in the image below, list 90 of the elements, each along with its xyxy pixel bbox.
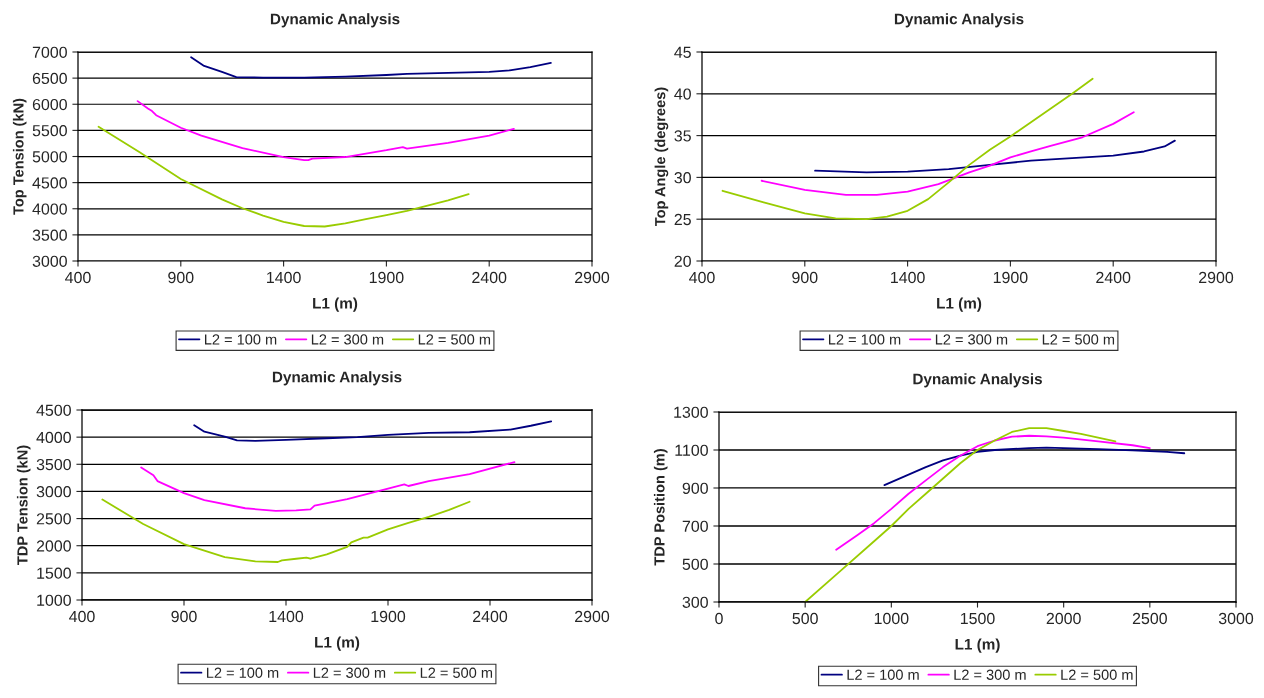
- x-tick-label: 2900: [1199, 271, 1234, 284]
- y-tick-label: 3000: [32, 255, 67, 267]
- y-tick-label: 4500: [32, 177, 67, 189]
- x-axis-title: L1 (m): [313, 297, 358, 312]
- legend-label: L2 = 500 m: [1061, 669, 1133, 680]
- x-tick-label: 2900: [575, 610, 610, 623]
- legend-label: L2 = 300 m: [935, 334, 1008, 345]
- chart-title: Dynamic Analysis: [913, 373, 1042, 388]
- y-tick-label: 1100: [675, 444, 708, 456]
- legend-label: L2 = 300 m: [311, 334, 384, 345]
- x-tick-label: 2500: [1132, 612, 1167, 625]
- line-series: [814, 139, 1176, 174]
- y-tick-label: 300: [682, 596, 708, 608]
- y-tick-label: 900: [682, 482, 708, 494]
- line-series: [760, 111, 1135, 196]
- y-tick-label: 45: [674, 46, 691, 58]
- chart-title: Dynamic Analysis: [894, 13, 1024, 28]
- chart-title: Dynamic Analysis: [270, 13, 400, 28]
- legend-label: L2 = 500 m: [420, 667, 493, 678]
- x-tick-label: 1500: [960, 612, 995, 625]
- x-tick-label: 900: [792, 271, 818, 284]
- x-tick-label: 2400: [1096, 271, 1131, 284]
- x-tick-label: 400: [65, 271, 91, 284]
- y-axis-title: TDP Position (m): [653, 449, 668, 566]
- legend-label: L2 = 100 m: [207, 667, 279, 678]
- x-tick-label: 1400: [269, 610, 304, 623]
- x-tick-label: 900: [171, 610, 197, 623]
- legend-label: L2 = 500 m: [418, 334, 491, 345]
- x-tick-label: 500: [792, 612, 818, 625]
- y-tick-label: 7000: [32, 46, 67, 58]
- y-tick-label: 5000: [32, 151, 67, 163]
- x-axis-title: L1 (m): [955, 638, 1000, 653]
- legend-label: L2 = 100 m: [205, 334, 277, 345]
- x-tick-label: 1400: [267, 271, 301, 284]
- line-series: [190, 56, 552, 79]
- line-series: [97, 125, 470, 228]
- x-tick-label: 1400: [891, 271, 925, 284]
- legend-label: L2 = 300 m: [954, 669, 1026, 680]
- x-tick-label: 1000: [874, 612, 909, 625]
- y-axis-title: Top Angle (degrees): [654, 87, 669, 227]
- line-series: [193, 420, 553, 442]
- y-tick-label: 1300: [674, 406, 708, 418]
- y-axis-title: Top Tension (kN): [12, 98, 27, 215]
- x-tick-label: 2000: [1046, 612, 1081, 625]
- x-tick-label: 3000: [1218, 612, 1254, 625]
- x-tick-label: 2400: [473, 610, 508, 623]
- y-tick-label: 40: [674, 88, 691, 100]
- x-tick-label: 2400: [472, 271, 507, 284]
- legend-label: L2 = 100 m: [829, 334, 901, 345]
- y-tick-label: 3500: [32, 229, 67, 241]
- x-tick-label: 900: [168, 271, 194, 284]
- x-tick-label: 1900: [993, 271, 1028, 284]
- x-tick-label: 2900: [575, 271, 610, 284]
- x-tick-label: 1900: [369, 271, 404, 284]
- y-tick-label: 3000: [36, 486, 71, 498]
- x-tick-label: 400: [69, 610, 95, 623]
- y-tick-label: 4500: [36, 404, 71, 416]
- line-series: [804, 427, 1117, 602]
- y-tick-label: 5500: [32, 125, 67, 137]
- y-tick-label: 6500: [32, 72, 67, 85]
- y-tick-label: 30: [674, 172, 691, 184]
- line-series: [721, 77, 1094, 221]
- y-tick-label: 4000: [36, 431, 71, 444]
- legend-label: L2 = 300 m: [313, 667, 386, 678]
- legend-label: L2 = 100 m: [847, 669, 919, 680]
- y-tick-label: 2000: [36, 540, 71, 552]
- x-tick-label: 0: [715, 612, 723, 625]
- y-axis-title: TDP Tension (kN): [16, 445, 31, 565]
- y-tick-label: 1000: [37, 594, 71, 606]
- y-tick-label: 20: [674, 255, 691, 267]
- line-series: [101, 498, 471, 563]
- x-tick-label: 1900: [371, 610, 406, 623]
- y-tick-label: 4000: [32, 203, 67, 215]
- chart-title: Dynamic Analysis: [272, 371, 402, 386]
- y-tick-label: 700: [682, 520, 708, 532]
- y-tick-label: 25: [674, 213, 691, 226]
- y-tick-label: 6000: [32, 98, 67, 111]
- x-tick-label: 400: [689, 271, 715, 284]
- y-tick-label: 2500: [36, 513, 71, 525]
- y-tick-label: 35: [674, 130, 691, 142]
- x-axis-title: L1 (m): [315, 636, 360, 651]
- line-series: [140, 461, 516, 512]
- line-series: [835, 434, 1151, 551]
- y-tick-label: 500: [682, 558, 708, 570]
- legend-label: L2 = 500 m: [1042, 334, 1115, 345]
- y-tick-label: 3500: [36, 458, 71, 471]
- x-axis-title: L1 (m): [937, 297, 982, 312]
- line-series: [136, 100, 515, 162]
- line-series: [883, 446, 1186, 487]
- y-tick-label: 1500: [37, 567, 71, 579]
